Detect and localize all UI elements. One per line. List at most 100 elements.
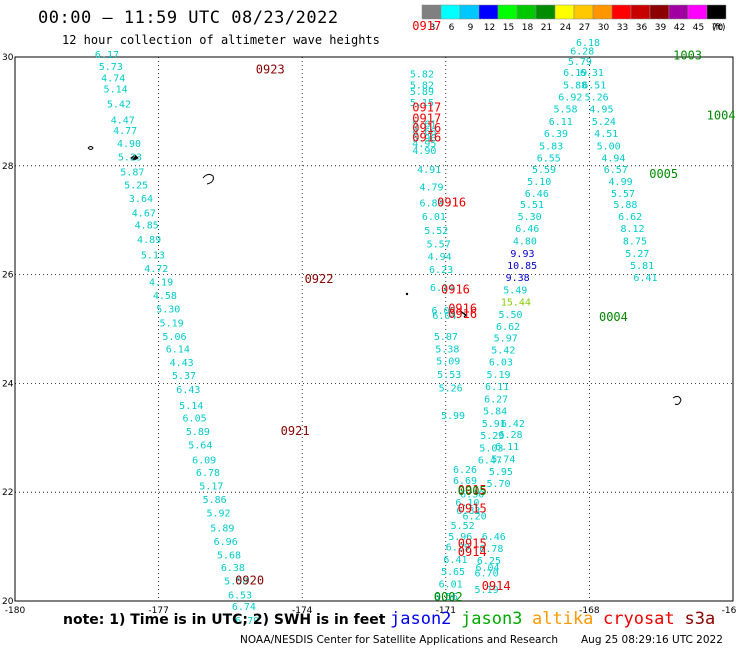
swh-value: 5.79 [568, 57, 592, 68]
swh-value: 5.27 [625, 249, 649, 260]
swh-value: 6.17 [95, 50, 119, 61]
time-label: 0915 [458, 483, 487, 497]
time-label: 0005 [458, 484, 487, 498]
swh-value: 5.19 [486, 370, 510, 381]
swh-value: 5.95 [489, 467, 513, 478]
swh-value: 5.97 [494, 334, 518, 345]
generated-time: Aug 25 08:29:16 UTC 2022 [581, 634, 723, 646]
time-label: 1004 [707, 109, 736, 123]
legend-bin-label: 15 [503, 23, 514, 33]
swh-value: 6.78 [479, 544, 503, 555]
time-label: 0917 [412, 100, 441, 114]
satellite-label-jason2: jason2 [390, 609, 452, 629]
legend-bin-label: 21 [541, 23, 552, 33]
lat-tick-label: 30 [2, 53, 14, 63]
satellite-label-cryosat: cryosat [603, 609, 675, 629]
swh-value: 5.10 [527, 177, 551, 188]
swh-value: 5.07 [434, 332, 458, 343]
swh-value: 5.14 [104, 84, 128, 95]
swh-value: 6.53 [228, 590, 252, 601]
swh-value: 5.70 [486, 479, 510, 490]
swh-value: 4.47 [111, 115, 135, 126]
swh-value: 6.11 [485, 382, 509, 393]
swh-value: 5.96 [448, 532, 472, 543]
swh-value: 5.51 [520, 200, 544, 211]
swh-value: 5.24 [592, 117, 616, 128]
swh-value: 4.90 [117, 139, 141, 150]
swh-value: 6.14 [430, 283, 454, 294]
swh-value: 4.74 [101, 73, 125, 84]
swh-value: 6.01 [439, 579, 463, 590]
time-label: 0916 [412, 121, 441, 135]
swh-value: 5.89 [410, 87, 434, 98]
swh-value: 6.28 [570, 46, 594, 57]
note-text: note: 1) Time is in UTC; 2) SWH is in fe… [63, 612, 386, 628]
lon-tick-label: -174 [292, 606, 313, 616]
credit-text: NOAA/NESDIS Center for Satellite Applica… [240, 634, 558, 646]
swh-value: 6.41 [633, 273, 657, 284]
lon-tick-label: -177 [148, 606, 168, 616]
legend-swatch [706, 4, 727, 20]
legend-swatch [421, 4, 442, 20]
legend-bin-label: 30 [598, 23, 610, 33]
swh-value: 4.95 [589, 104, 613, 115]
legend-bin-label: 70 [712, 23, 724, 33]
swh-value: 5.57 [611, 189, 635, 200]
legend-bin-label: 3 [430, 23, 436, 33]
swh-value: 4.51 [594, 129, 618, 140]
swh-value: 5.59 [532, 165, 556, 176]
swh-value: 6.92 [558, 93, 582, 104]
swh-value: 6.25 [477, 556, 501, 567]
swh-value: 6.57 [604, 165, 628, 176]
time-label: 0914 [458, 545, 487, 559]
swh-value: 5.96 [412, 133, 436, 144]
swh-value: 6.10 [455, 498, 479, 509]
swh-value: 6.04 [475, 563, 499, 574]
swh-value: 6.56 [434, 592, 458, 603]
swh-value: 8.75 [623, 237, 647, 248]
swh-value: 5.87 [120, 168, 144, 179]
swh-value: 5.84 [483, 406, 507, 417]
time-label: 0916 [448, 307, 477, 321]
swh-value: 5.88 [613, 200, 637, 211]
swh-value: 6.47 [478, 455, 502, 466]
legend-bin-label: 24 [560, 23, 572, 33]
lon-tick-label: -168 [579, 606, 600, 616]
swh-value: 4.85 [135, 220, 159, 231]
time-label: 0916 [441, 283, 470, 297]
legend-swatch [440, 4, 461, 20]
swh-value: 5.88 [563, 81, 587, 92]
swh-value: 5.19 [475, 585, 499, 596]
swh-value: 6.28 [498, 430, 522, 441]
swh-value: 6.31 [580, 68, 604, 79]
island-shape [672, 395, 682, 405]
swh-value: 5.38 [435, 344, 459, 355]
swh-value: 6.01 [422, 212, 446, 223]
swh-value: 6.46 [515, 224, 539, 235]
swh-value: 6.05 [183, 413, 207, 424]
swh-value: 6.06 [431, 306, 455, 317]
page-subtitle: 12 hour collection of altimeter wave hei… [62, 33, 380, 47]
swh-value: 4.67 [132, 208, 156, 219]
legend-bin-label: 36 [636, 23, 648, 33]
swh-value: 4.79 [419, 182, 443, 193]
swh-value: 8.12 [621, 224, 645, 235]
swh-value: 6.19 [563, 68, 587, 79]
swh-value: 5.86 [203, 495, 227, 506]
time-label: 0917 [412, 111, 441, 125]
legend-swatch [649, 4, 670, 20]
swh-value: 4.66 [412, 127, 436, 138]
time-label: 0004 [599, 310, 628, 324]
swh-value: 5.52 [451, 521, 475, 532]
swh-value: 4.94 [601, 153, 625, 164]
swh-value: 9.93 [510, 249, 534, 260]
time-label: 0916 [412, 130, 441, 144]
satellite-label-s3a: s3a [684, 609, 716, 629]
swh-value: 5.50 [498, 310, 522, 321]
legend-swatch [573, 4, 594, 20]
legend-swatch [668, 4, 689, 20]
swh-value: 5.73 [99, 62, 123, 73]
swh-value: 5.65 [441, 567, 465, 578]
swh-value: 6.74 [232, 602, 256, 613]
